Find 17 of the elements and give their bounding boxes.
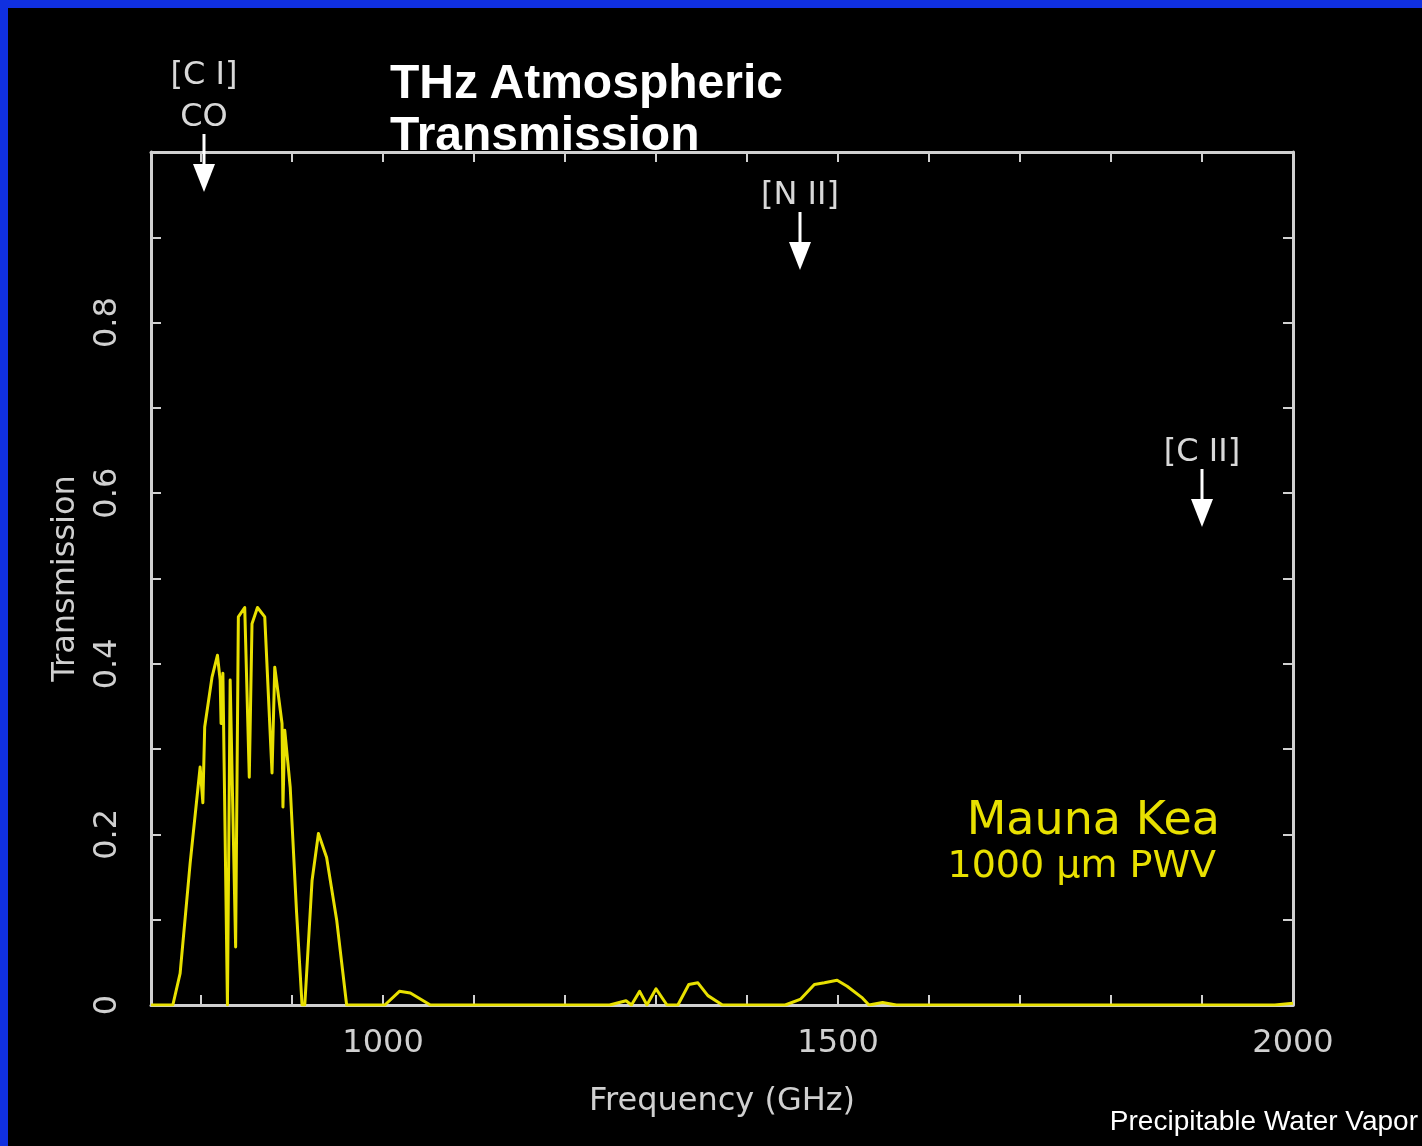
y-tick-label: 0.4	[86, 638, 124, 690]
text: Precipitable Water Vapor	[1109, 1104, 1418, 1136]
annotation: [N II]	[760, 173, 840, 214]
y-tick-label: 0.6	[86, 467, 124, 519]
x-tick-label: 1000	[342, 1022, 424, 1060]
text: [C I] CO	[169, 53, 239, 136]
annotation: [C II]	[1162, 430, 1242, 471]
y-tick-label: 0.2	[86, 808, 124, 860]
x-tick-label: 1500	[797, 1022, 879, 1060]
text: Mauna Kea	[966, 791, 1220, 845]
x-tick-label: 2000	[1252, 1022, 1334, 1060]
annotation: 1000 μm PWV	[947, 842, 1216, 886]
chart-title: THz Atmospheric Transmission	[390, 54, 797, 160]
y-axis-title: Transmission	[44, 475, 82, 683]
y-tick-label: 0.8	[86, 297, 124, 349]
x-axis-title: Frequency (GHz)	[588, 1080, 856, 1118]
y-tick-label: 0	[86, 994, 124, 1016]
